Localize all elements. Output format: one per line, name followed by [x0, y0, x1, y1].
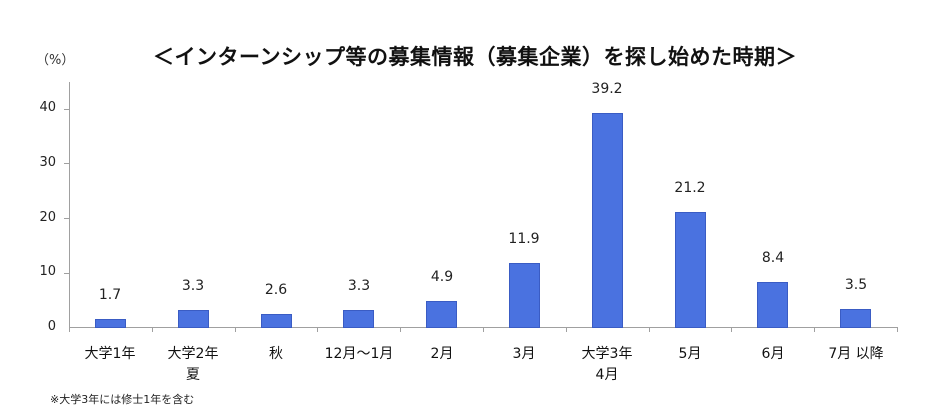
x-category-label: 大学1年	[84, 346, 136, 362]
bar	[426, 301, 457, 328]
x-category-label: 大学3年 4月	[581, 346, 633, 383]
y-tick-mark	[64, 108, 69, 110]
bar-value-label: 39.2	[591, 81, 623, 98]
x-category-label: 2月	[430, 346, 454, 362]
x-category-label: 7月 以降	[828, 346, 884, 362]
bar-value-label: 2.6	[264, 281, 288, 298]
bar-value-label: 3.5	[844, 276, 868, 293]
bar-value-label: 1.7	[98, 286, 122, 303]
bar	[675, 211, 706, 328]
x-tick-mark	[483, 327, 484, 332]
x-tick-mark	[897, 327, 898, 332]
x-tick-mark	[235, 327, 236, 332]
y-tick-label: 10	[39, 264, 56, 280]
y-tick-mark	[64, 163, 69, 165]
x-tick-mark	[566, 327, 567, 332]
bar	[178, 309, 209, 328]
bar	[840, 308, 871, 328]
bar-value-label: 3.3	[181, 277, 205, 294]
bar	[509, 262, 540, 328]
bar-value-label: 11.9	[508, 230, 540, 247]
x-category-label: 12月～1月	[324, 346, 394, 362]
x-tick-mark	[814, 327, 815, 332]
bar	[757, 282, 788, 328]
x-category-label: 3月	[512, 346, 536, 362]
x-tick-mark	[317, 327, 318, 332]
y-tick-mark	[64, 218, 69, 219]
y-tick-label: 40	[39, 100, 56, 115]
bar	[592, 113, 623, 328]
x-tick-mark	[400, 327, 401, 332]
x-category-label: 大学2年 夏	[167, 346, 219, 383]
y-axis-line	[69, 82, 70, 328]
y-tick-label: 0	[47, 319, 56, 334]
x-tick-mark	[69, 327, 70, 332]
bar	[343, 309, 374, 328]
bar-value-label: 4.9	[430, 269, 454, 286]
bar-value-label: 8.4	[761, 250, 785, 266]
x-tick-mark	[649, 327, 650, 332]
bar	[95, 318, 126, 328]
footnote: ※大学3年には修士1年を含む	[50, 393, 195, 406]
y-tick-label: 30	[39, 154, 56, 170]
bar-value-label: 21.2	[674, 179, 706, 196]
y-axis-unit-label: （%）	[36, 53, 75, 68]
x-category-label: 秋	[269, 346, 283, 362]
x-tick-mark	[152, 327, 153, 332]
y-tick-mark	[64, 272, 69, 274]
y-tick-label: 20	[39, 209, 56, 225]
x-tick-mark	[731, 327, 732, 332]
x-category-label: 5月	[678, 346, 702, 362]
x-category-label: 6月	[761, 346, 785, 362]
bar-value-label: 3.3	[347, 277, 371, 294]
bar	[261, 313, 292, 328]
chart-title: ＜インターンシップ等の募集情報（募集企業）を探し始めた時期＞	[153, 45, 797, 69]
